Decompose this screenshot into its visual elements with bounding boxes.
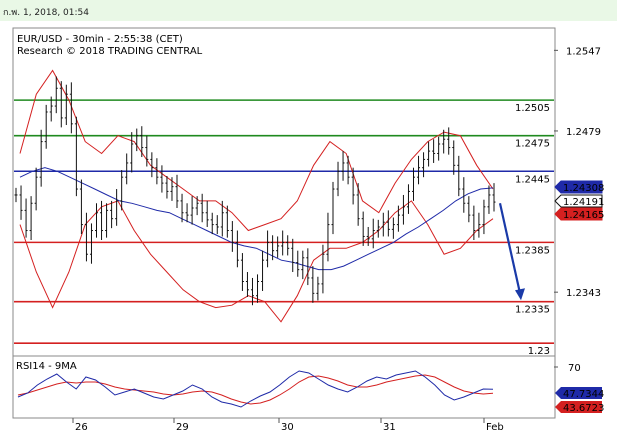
axes: 1.2547 1.2479 1.2343 26 29 30 31 Feb (72, 46, 601, 433)
moving-average-line (19, 167, 494, 271)
rsi-tag-label-0: 47.7344 (563, 389, 604, 400)
rsi-tag-label-1: 43.6723 (563, 403, 604, 414)
rsi-ma-line (17, 374, 494, 405)
price-tag-label-1: 1.24191 (563, 197, 604, 208)
rsi-tag-bg-0 (555, 387, 602, 399)
rsi-tag-bg-1 (555, 401, 602, 413)
level-label-0: 1.2505 (515, 103, 550, 114)
y-tick-label-0: 1.2547 (566, 46, 601, 57)
forecast-arrow (498, 203, 525, 301)
x-tick-label-2: 30 (281, 422, 294, 433)
bollinger-bands (19, 69, 494, 323)
header-datetime: ก.พ. 1, 2018, 01:54 (3, 8, 89, 18)
forecast-arrow-shaft (498, 203, 522, 294)
chart-title: EUR/USD - 30min - 2:55:38 (CET) (17, 34, 183, 45)
price-tag-label-2: 1.24165 (563, 210, 604, 221)
level-label-4: 1.2335 (515, 305, 550, 316)
y-tick-label-2: 1.2343 (566, 288, 601, 299)
level-label-3: 1.2385 (515, 245, 550, 256)
price-tag-bg-1 (554, 194, 603, 208)
bollinger-upper-line (19, 69, 494, 232)
level-label-2: 1.2445 (515, 174, 550, 185)
x-tick-label-4: Feb (486, 422, 504, 433)
price-tag-bg-0 (554, 180, 603, 194)
x-tick-label-3: 31 (383, 422, 396, 433)
chart-subtitle: Research © 2018 TRADING CENTRAL (17, 46, 203, 57)
rsi-tick-label: 70 (568, 363, 581, 374)
rsi-panel-frame (12, 355, 556, 419)
level-label-1: 1.2475 (515, 139, 550, 150)
rsi-line (17, 370, 494, 408)
forecast-arrow-head (515, 288, 525, 301)
top-header-bar: ก.พ. 1, 2018, 01:54 (0, 0, 617, 21)
y-tick-label-1: 1.2479 (566, 127, 601, 138)
price-series (14, 76, 496, 306)
rsi-label: RSI14 - 9MA (16, 361, 77, 372)
level-label-5: 1.23 (528, 346, 550, 357)
bollinger-lower-line (19, 200, 494, 323)
rsi-series: 70 47.7344 43.6723 (17, 363, 604, 414)
support-resistance-levels: 1.2505 1.2475 1.2445 1.2385 1.2335 1.23 (14, 99, 554, 357)
price-tag-bg-2 (554, 207, 603, 221)
price-tag-label-0: 1.24308 (563, 183, 604, 194)
price-tags: 1.24308 1.24191 1.24165 (554, 180, 604, 221)
x-tick-label-1: 29 (176, 422, 189, 433)
x-tick-label-0: 26 (75, 422, 88, 433)
